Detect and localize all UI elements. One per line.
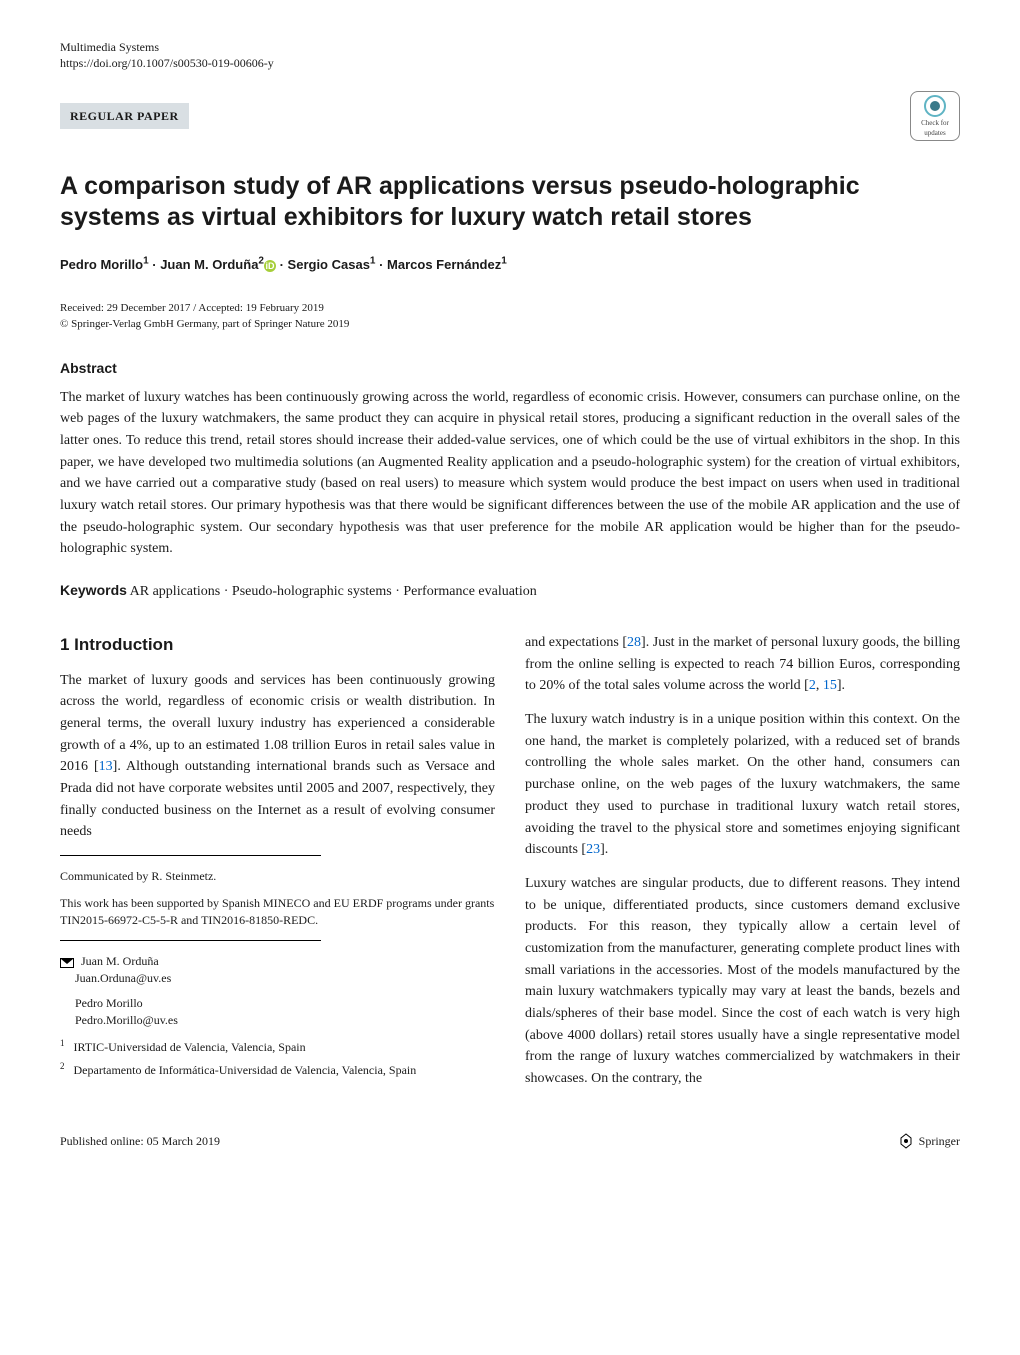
intro-p1: The market of luxury goods and services … [60,670,495,844]
second-author-contact: Pedro Morillo Pedro.Morillo@uv.es [60,995,495,1029]
corr-email: Juan.Orduna@uv.es [75,971,171,985]
article-title: A comparison study of AR applications ve… [60,171,960,234]
check-updates-badge[interactable]: Check for updates [910,91,960,141]
author-3: Sergio Casas1 [288,257,376,272]
footnote-divider-1 [60,855,321,856]
abstract-text: The market of luxury watches has been co… [60,387,960,561]
springer-icon [897,1132,915,1150]
keywords-text: AR applications · Pseudo-holographic sys… [127,584,537,599]
cite-15[interactable]: 15 [823,678,837,693]
author-1: Pedro Morillo1 [60,257,149,272]
author2-name: Pedro Morillo [75,996,143,1010]
doi-link[interactable]: https://doi.org/10.1007/s00530-019-00606… [60,56,960,72]
corresponding-author: Juan M. Orduña Juan.Orduna@uv.es [60,953,495,987]
two-column-body: 1 Introduction The market of luxury good… [60,632,960,1102]
journal-header: Multimedia Systems https://doi.org/10.10… [60,40,960,71]
dates-block: Received: 29 December 2017 / Accepted: 1… [60,300,960,333]
right-column: and expectations [28]. Just in the marke… [525,632,960,1102]
cite-23[interactable]: 23 [586,842,600,857]
envelope-icon [60,958,74,968]
left-column: 1 Introduction The market of luxury good… [60,632,495,1102]
received-accepted: Received: 29 December 2017 / Accepted: 1… [60,300,960,317]
springer-logo: Springer [897,1132,960,1150]
authors-line: Pedro Morillo1 · Juan M. Orduña2iD · Ser… [60,254,960,275]
author-4: Marcos Fernández1 [387,257,507,272]
abstract-heading: Abstract [60,358,960,379]
keywords-label: Keywords [60,582,127,598]
funding-note: This work has been supported by Spanish … [60,895,495,929]
intro-p3: The luxury watch industry is in a unique… [525,709,960,861]
cite-13[interactable]: 13 [99,759,113,774]
keywords-line: Keywords AR applications · Pseudo-hologr… [60,580,960,602]
corr-name: Juan M. Orduña [81,954,159,968]
intro-p2: and expectations [28]. Just in the marke… [525,632,960,697]
check-updates-label: Check for updates [911,118,959,139]
article-type-row: REGULAR PAPER Check for updates [60,91,960,141]
page-footer: Published online: 05 March 2019 Springer [60,1132,960,1150]
check-updates-icon [923,94,947,118]
cite-2[interactable]: 2 [809,678,816,693]
orcid-icon[interactable]: iD [264,260,276,272]
affiliation-2: 2 Departamento de Informática-Universida… [60,1060,495,1079]
communicated-by: Communicated by R. Steinmetz. [60,868,495,885]
published-online: Published online: 05 March 2019 [60,1132,220,1150]
affiliation-1: 1 IRTIC-Universidad de Valencia, Valenci… [60,1037,495,1056]
journal-name: Multimedia Systems [60,40,960,56]
intro-p4: Luxury watches are singular products, du… [525,873,960,1090]
author-2: Juan M. Orduña2iD [160,257,276,272]
copyright: © Springer-Verlag GmbH Germany, part of … [60,316,960,333]
publisher-name: Springer [919,1132,960,1150]
footnote-divider-2 [60,940,321,941]
author2-email: Pedro.Morillo@uv.es [75,1013,178,1027]
article-type-badge: REGULAR PAPER [60,103,189,129]
section-1-heading: 1 Introduction [60,632,495,658]
cite-28[interactable]: 28 [627,635,641,650]
